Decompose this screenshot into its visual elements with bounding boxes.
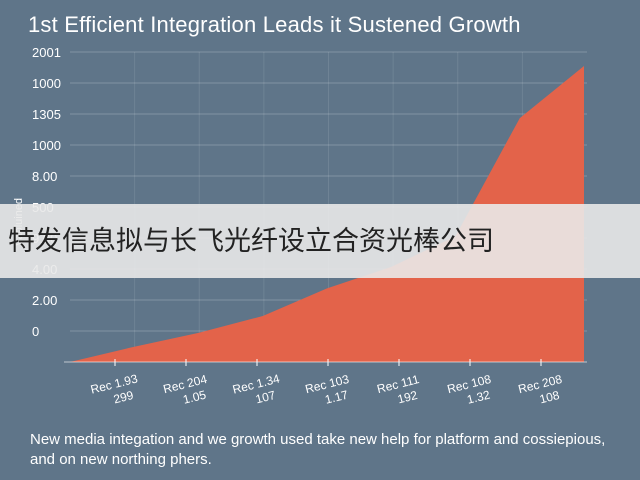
y-tick-label: 0	[32, 324, 39, 339]
y-tick-label: 1000	[32, 138, 61, 153]
overlay-banner: 特发信息拟与长飞光纤设立合资光棒公司	[0, 204, 640, 278]
x-tick-sublabel: 1.05	[181, 388, 207, 407]
y-tick-label: 2.00	[32, 293, 57, 308]
y-tick-label: 1305	[32, 107, 61, 122]
y-tick-label: 1000	[32, 76, 61, 91]
y-tick-label: 2001	[32, 45, 61, 60]
x-tick-sublabel: 299	[112, 388, 135, 407]
chart-title: 1st Efficient Integration Leads it Suste…	[28, 12, 521, 37]
x-tick-sublabel: 192	[396, 388, 419, 407]
chart-caption: New media integation and we growth used …	[30, 431, 606, 468]
x-tick-sublabel: 108	[538, 388, 561, 407]
overlay-text: 特发信息拟与长飞光纤设立合资光棒公司	[8, 226, 494, 257]
x-tick-sublabel: 1.32	[465, 388, 491, 407]
area-fill	[70, 66, 584, 362]
y-tick-label: 8.00	[32, 169, 57, 184]
x-tick-sublabel: 1.17	[323, 388, 349, 407]
x-tick-sublabel: 107	[254, 388, 277, 407]
